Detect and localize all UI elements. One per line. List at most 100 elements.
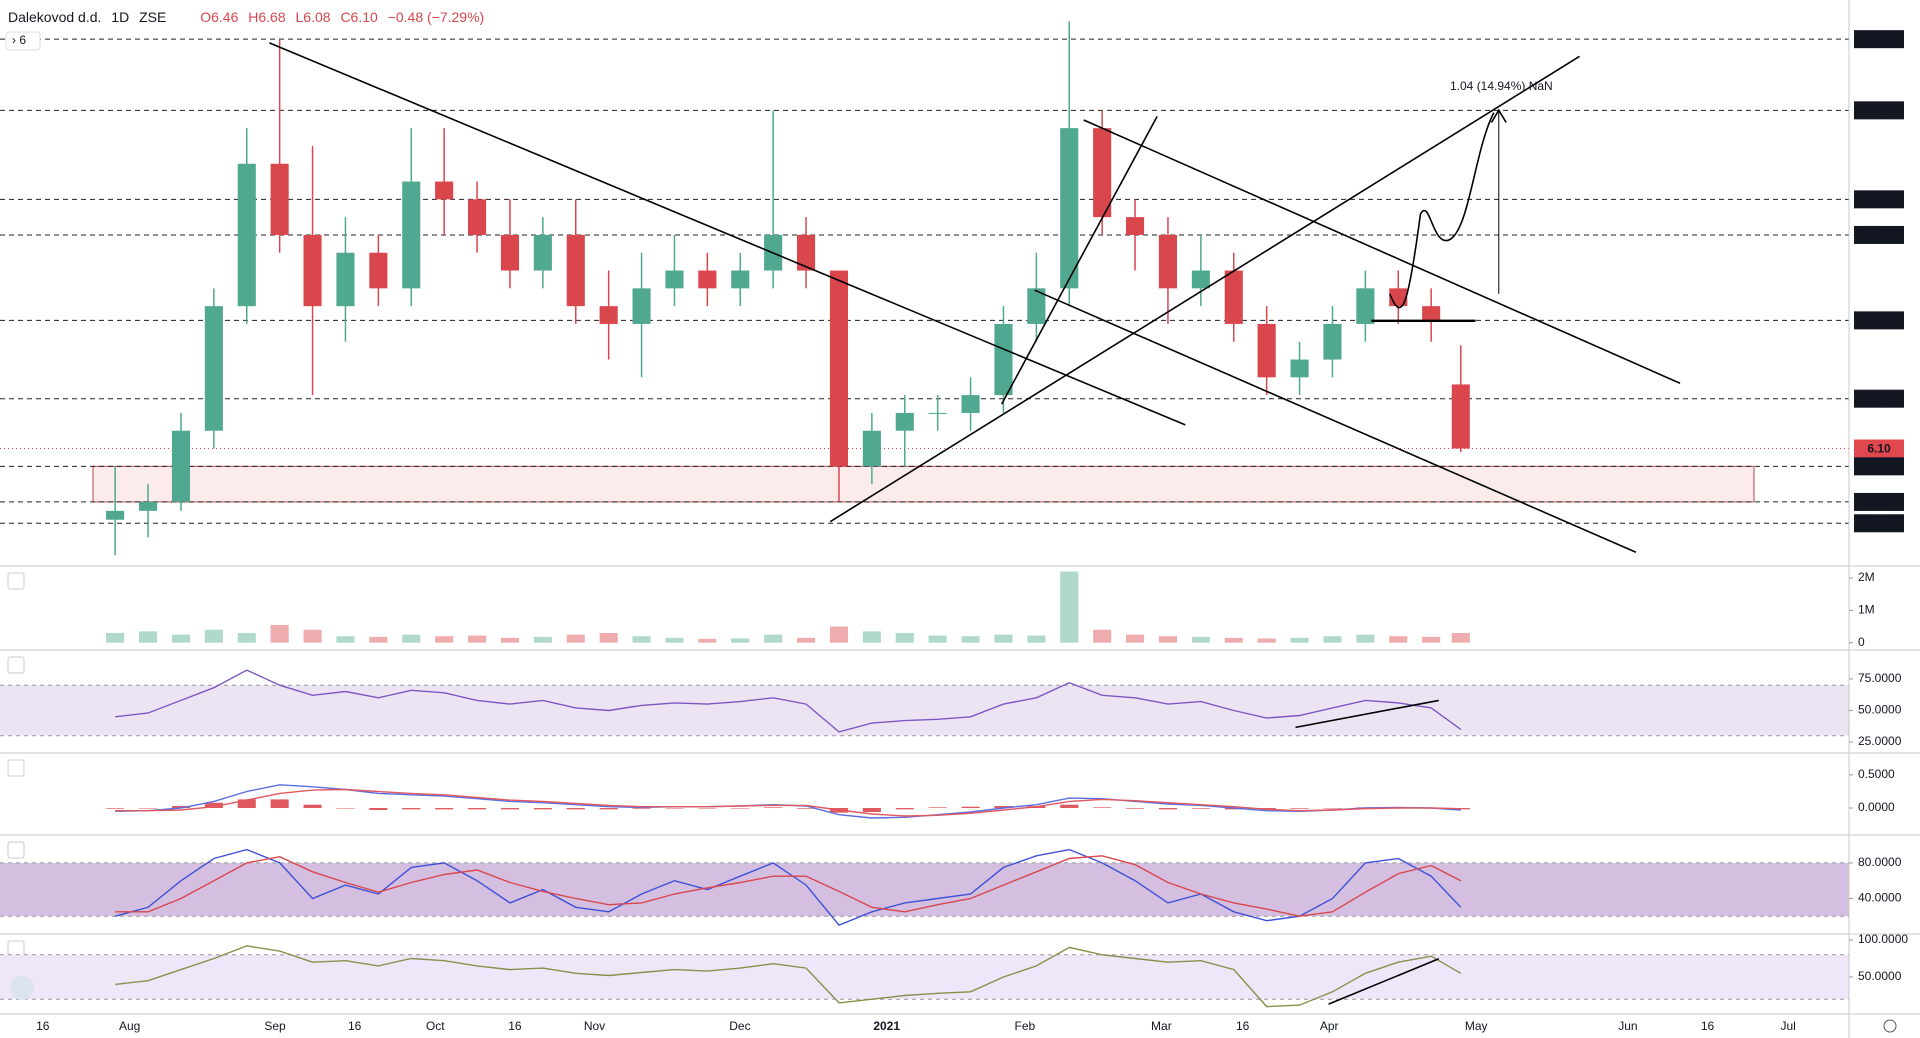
exchange: ZSE bbox=[139, 9, 166, 25]
candle-body bbox=[1191, 270, 1210, 289]
volume-bar bbox=[698, 638, 717, 643]
histogram-bar bbox=[731, 808, 750, 809]
trendline bbox=[1083, 119, 1681, 384]
panel-toggle[interactable] bbox=[7, 656, 25, 674]
y-tick-label: 6.00 bbox=[1867, 459, 1891, 473]
y-tick-label: 6.38 bbox=[1867, 392, 1891, 406]
open: O6.46 bbox=[200, 9, 238, 25]
volume-bar bbox=[599, 632, 618, 643]
candle-body bbox=[566, 234, 585, 307]
panel-toggle[interactable] bbox=[7, 759, 25, 777]
settings-icon[interactable] bbox=[1883, 1019, 1897, 1033]
candle-body bbox=[961, 395, 980, 413]
indicator-line bbox=[115, 848, 1462, 926]
volume-bar bbox=[1027, 635, 1046, 643]
x-tick-label: May bbox=[1465, 1019, 1488, 1033]
trendline bbox=[1295, 699, 1439, 729]
x-tick-label: Sep bbox=[264, 1019, 286, 1033]
x-tick-label: Apr bbox=[1320, 1019, 1339, 1033]
panel-toggle[interactable] bbox=[7, 572, 25, 590]
volume-bar bbox=[928, 635, 947, 643]
x-tick-label: 2021 bbox=[873, 1019, 900, 1033]
volume-bar bbox=[369, 636, 388, 643]
histogram-bar bbox=[994, 806, 1013, 809]
histogram-bar bbox=[468, 808, 487, 810]
x-tick-label: 16 bbox=[348, 1019, 362, 1033]
histogram-bar bbox=[237, 799, 256, 809]
candle-body bbox=[1126, 217, 1145, 235]
histogram-bar bbox=[435, 808, 454, 810]
collapse-count[interactable]: › 6 bbox=[12, 33, 26, 47]
panel-toggle[interactable] bbox=[7, 841, 25, 859]
interval: 1D bbox=[111, 9, 129, 25]
symbol: Dalekovod d.d. bbox=[8, 9, 101, 25]
histogram-bar bbox=[895, 808, 914, 810]
histogram-bar bbox=[764, 807, 783, 809]
price-label-box bbox=[1854, 30, 1904, 49]
y-tick-label: 1M bbox=[1858, 603, 1875, 617]
x-tick-label: Jul bbox=[1780, 1019, 1795, 1033]
candle-body bbox=[797, 234, 816, 271]
volume-bar bbox=[895, 632, 914, 643]
y-tick-label: 25.0000 bbox=[1858, 734, 1902, 748]
histogram-bar bbox=[1093, 807, 1112, 809]
high: H6.68 bbox=[248, 9, 286, 25]
y-tick-label: 0.5000 bbox=[1858, 767, 1895, 781]
histogram-bar bbox=[1323, 808, 1342, 809]
price-label-box bbox=[1854, 439, 1904, 458]
price-label-box bbox=[1854, 457, 1904, 476]
volume-bar bbox=[764, 634, 783, 643]
y-tick-label: 50.0000 bbox=[1858, 969, 1902, 983]
y-tick-label: 6.82 bbox=[1867, 314, 1891, 328]
band bbox=[0, 685, 1849, 736]
x-tick-label: Nov bbox=[584, 1019, 605, 1033]
histogram-bar bbox=[1158, 808, 1178, 810]
y-tick-label: 8.40 bbox=[1867, 32, 1891, 46]
trendline bbox=[1328, 958, 1440, 1005]
volume-bar bbox=[1257, 638, 1276, 643]
histogram-bar bbox=[106, 808, 125, 809]
candle-body bbox=[204, 306, 223, 431]
histogram-bar bbox=[665, 808, 684, 809]
y-tick-label: 7.50 bbox=[1867, 193, 1891, 207]
volume-bar bbox=[1060, 571, 1079, 643]
candle-body bbox=[829, 270, 849, 467]
candle-body bbox=[303, 234, 322, 307]
y-tick-label: 80.0000 bbox=[1858, 855, 1902, 869]
candle-body bbox=[500, 234, 520, 271]
histogram-bar bbox=[566, 808, 585, 810]
count: 6 bbox=[19, 33, 26, 47]
price-label-box bbox=[1854, 389, 1904, 408]
header: Dalekovod d.d. 1D ZSE O6.46 H6.68 L6.08 … bbox=[8, 9, 484, 25]
histogram-bar bbox=[139, 808, 158, 809]
candle-body bbox=[731, 270, 750, 289]
histogram-bar bbox=[1060, 804, 1079, 809]
histogram-bar bbox=[369, 808, 388, 811]
y-tick-label: 5.80 bbox=[1867, 495, 1891, 509]
histogram-bar bbox=[1191, 808, 1210, 809]
candle-body bbox=[139, 501, 158, 511]
volume-bar bbox=[303, 629, 322, 643]
x-tick-label: 16 bbox=[36, 1019, 50, 1033]
histogram-bar bbox=[632, 808, 651, 809]
collapse-button[interactable] bbox=[5, 31, 41, 51]
candle-body bbox=[928, 412, 947, 414]
candle-body bbox=[994, 323, 1013, 396]
candle-body bbox=[1158, 234, 1178, 289]
histogram-bar bbox=[1290, 808, 1309, 809]
trendline bbox=[269, 42, 1186, 426]
candle-body bbox=[106, 510, 125, 520]
candle-body bbox=[1290, 359, 1309, 378]
histogram-bar bbox=[336, 808, 355, 809]
volume-bar bbox=[1422, 636, 1441, 643]
volume-bar bbox=[1093, 629, 1112, 643]
volume-bar bbox=[1224, 637, 1243, 643]
candle-body bbox=[599, 306, 618, 324]
candle-body bbox=[698, 270, 717, 289]
annotation: 1.04 (14.94%) NaN bbox=[1450, 79, 1553, 93]
volume-bar bbox=[994, 634, 1013, 643]
volume-bar bbox=[237, 632, 256, 643]
volume-bar bbox=[862, 631, 881, 643]
histogram-bar bbox=[270, 799, 289, 809]
